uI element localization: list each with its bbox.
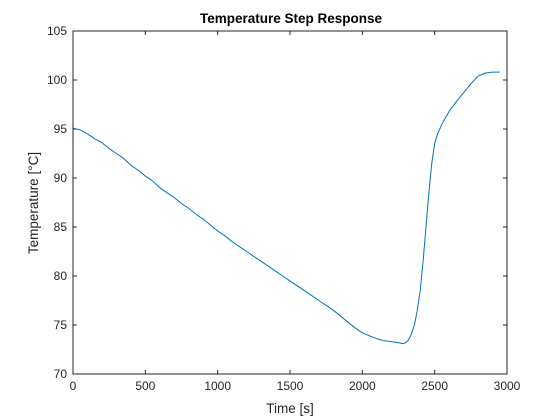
y-tick-label: 90: [54, 171, 68, 185]
x-tick-label: 1000: [204, 379, 231, 393]
x-tick-label: 2000: [349, 379, 376, 393]
chart-title: Temperature Step Response: [200, 11, 383, 26]
y-tick-label: 100: [47, 73, 67, 87]
y-tick-label: 95: [54, 122, 68, 136]
x-tick-label: 3000: [494, 379, 521, 393]
x-axis-ticks: 0 500 1000 1500 2000 2500 3000: [70, 31, 521, 393]
y-axis-label: Temperature [°C]: [26, 152, 41, 254]
temperature-series-line: [72, 71, 500, 345]
y-tick-label: 75: [54, 318, 68, 332]
y-tick-label: 105: [47, 24, 67, 38]
x-tick-label: 1500: [277, 379, 304, 393]
x-tick-label: 2500: [421, 379, 448, 393]
x-tick-label: 500: [135, 379, 155, 393]
y-axis-ticks: 70 75 80 85 90 95 100 105: [47, 24, 507, 381]
y-tick-label: 80: [54, 269, 68, 283]
y-tick-label: 70: [54, 367, 68, 381]
x-tick-label: 0: [70, 379, 77, 393]
y-tick-label: 85: [54, 220, 68, 234]
x-axis-label: Time [s]: [266, 401, 314, 416]
plot-area: 0 500 1000 1500 2000 2500 3000 70 75 80 85 90 95 100…: [47, 24, 521, 393]
axes-box: [72, 30, 508, 375]
